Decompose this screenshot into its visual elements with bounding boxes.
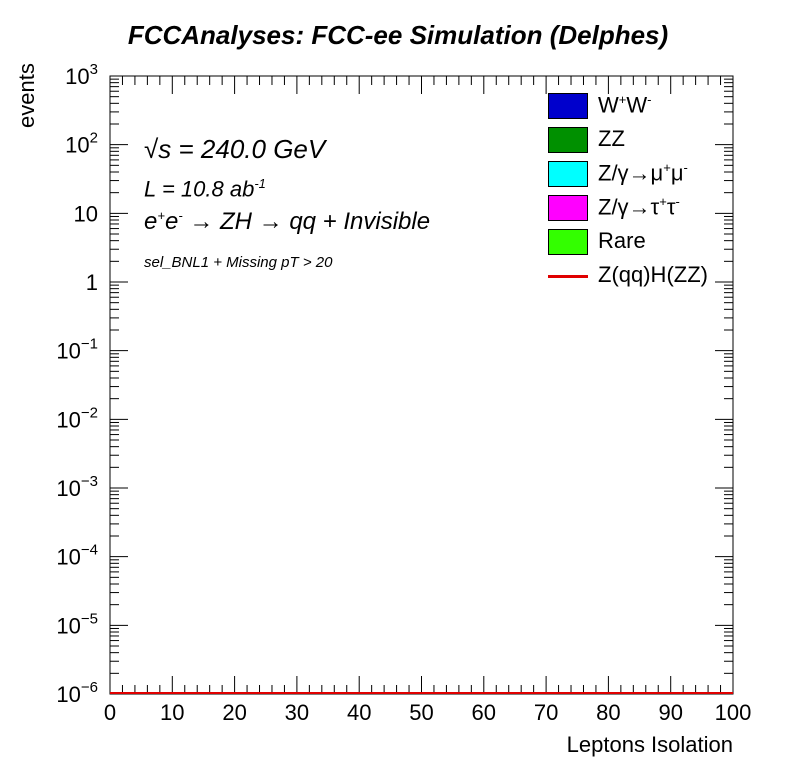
legend-label-base: Z/γ→μ: [598, 160, 664, 186]
y-tick-base: 10: [74, 201, 98, 226]
legend-label-base: Z/γ→τ: [598, 194, 660, 220]
y-tick-label: 10−4: [56, 542, 98, 570]
legend-label-sup2: -: [647, 92, 652, 107]
legend-label-base: Rare: [598, 228, 646, 253]
y-tick-exponent: −4: [81, 542, 98, 559]
legend-label-base: Z(qq)H(ZZ): [598, 262, 708, 287]
legend-label: Z/γ→μ+μ-: [598, 160, 688, 186]
y-tick-base: 10: [56, 339, 80, 364]
x-tick-label: 80: [596, 700, 620, 725]
x-tick-label: 100: [715, 700, 752, 725]
y-tick-label: 10: [74, 201, 98, 226]
legend-label-mid: τ: [666, 194, 676, 220]
legend-swatch: [548, 161, 588, 187]
x-tick-label: 60: [472, 700, 496, 725]
y-tick-exponent: 2: [90, 130, 98, 147]
legend-label-sup1: +: [663, 160, 671, 175]
sqrt-symbol: √: [144, 134, 159, 164]
legend-item: Z(qq)H(ZZ): [548, 261, 788, 291]
legend-label-sup2: -: [675, 194, 680, 209]
legend-label: Z/γ→τ+τ-: [598, 194, 680, 220]
y-tick-base: 10: [56, 545, 80, 570]
process-electron2: e: [164, 208, 179, 235]
process-annotation: e+e- → ZH → qq + Invisible: [144, 208, 430, 236]
legend-item: Z/γ→μ+μ-: [548, 159, 788, 189]
legend-label-sup1: +: [618, 92, 627, 107]
legend-swatch: [548, 229, 588, 255]
y-tick-exponent: −3: [81, 473, 98, 490]
legend-label-mid: μ: [670, 160, 684, 186]
y-tick-base: 10: [56, 476, 80, 501]
y-tick-label: 10−3: [56, 473, 98, 501]
y-tick-base: 1: [86, 270, 98, 295]
legend-label-sup1: +: [659, 194, 667, 209]
x-axis-label: Leptons Isolation: [566, 732, 733, 757]
luminosity-text: L = 10.8 ab: [144, 176, 255, 202]
x-tick-label: 10: [160, 700, 184, 725]
process-minus: -: [178, 208, 183, 223]
x-tick-label: 90: [658, 700, 682, 725]
y-tick-label: 1: [86, 270, 98, 295]
process-text: → ZH → qq + Invisible: [182, 208, 431, 235]
legend-item: Z/γ→τ+τ-: [548, 193, 788, 223]
legend-swatch: [548, 195, 588, 221]
legend-label-mid: W: [626, 92, 648, 118]
legend-line-swatch: [548, 275, 588, 278]
y-tick-base: 10: [65, 133, 89, 158]
x-tick-label: 50: [409, 700, 433, 725]
y-tick-label: 102: [65, 130, 98, 158]
y-tick-label: 10−1: [56, 336, 98, 364]
x-tick-label: 0: [104, 700, 116, 725]
legend-label: ZZ: [598, 126, 625, 152]
x-tick-label: 40: [347, 700, 371, 725]
luminosity-annotation: L = 10.8 ab-1: [144, 176, 266, 202]
y-tick-exponent: −6: [81, 679, 98, 696]
legend-swatch: [548, 93, 588, 119]
x-tick-label: 20: [222, 700, 246, 725]
y-tick-base: 10: [56, 407, 80, 432]
legend-label-base: W: [598, 92, 619, 118]
legend-label: Rare: [598, 228, 646, 254]
x-tick-label: 30: [285, 700, 309, 725]
legend-label-base: ZZ: [598, 126, 625, 151]
legend-item: Rare: [548, 227, 788, 257]
luminosity-exponent: -1: [254, 176, 266, 191]
process-electron: e: [144, 208, 158, 235]
y-tick-base: 10: [56, 613, 80, 638]
y-axis-label: events: [14, 63, 39, 128]
y-tick-label: 103: [65, 61, 98, 89]
legend-item: W+W-: [548, 91, 788, 121]
legend-item: ZZ: [548, 125, 788, 155]
y-tick-label: 10−6: [56, 679, 98, 707]
y-tick-exponent: −1: [81, 336, 98, 353]
y-tick-label: 10−2: [56, 404, 98, 432]
legend-label-sup2: -: [683, 160, 688, 175]
legend-label: W+W-: [598, 92, 651, 118]
y-tick-exponent: 3: [90, 61, 98, 78]
energy-text: s = 240.0 GeV: [158, 134, 326, 164]
chart-title: FCCAnalyses: FCC-ee Simulation (Delphes): [127, 20, 669, 50]
energy-annotation: √s = 240.0 GeV: [144, 134, 325, 165]
legend-swatch: [548, 127, 588, 153]
y-tick-label: 10−5: [56, 610, 98, 638]
y-tick-base: 10: [56, 682, 80, 707]
y-tick-exponent: −5: [81, 610, 98, 627]
process-plus: +: [157, 208, 165, 223]
y-tick-exponent: −2: [81, 404, 98, 421]
y-tick-base: 10: [65, 64, 89, 89]
x-tick-label: 70: [534, 700, 558, 725]
legend-label: Z(qq)H(ZZ): [598, 262, 708, 288]
selection-annotation: sel_BNL1 + Missing pT > 20: [144, 254, 333, 271]
